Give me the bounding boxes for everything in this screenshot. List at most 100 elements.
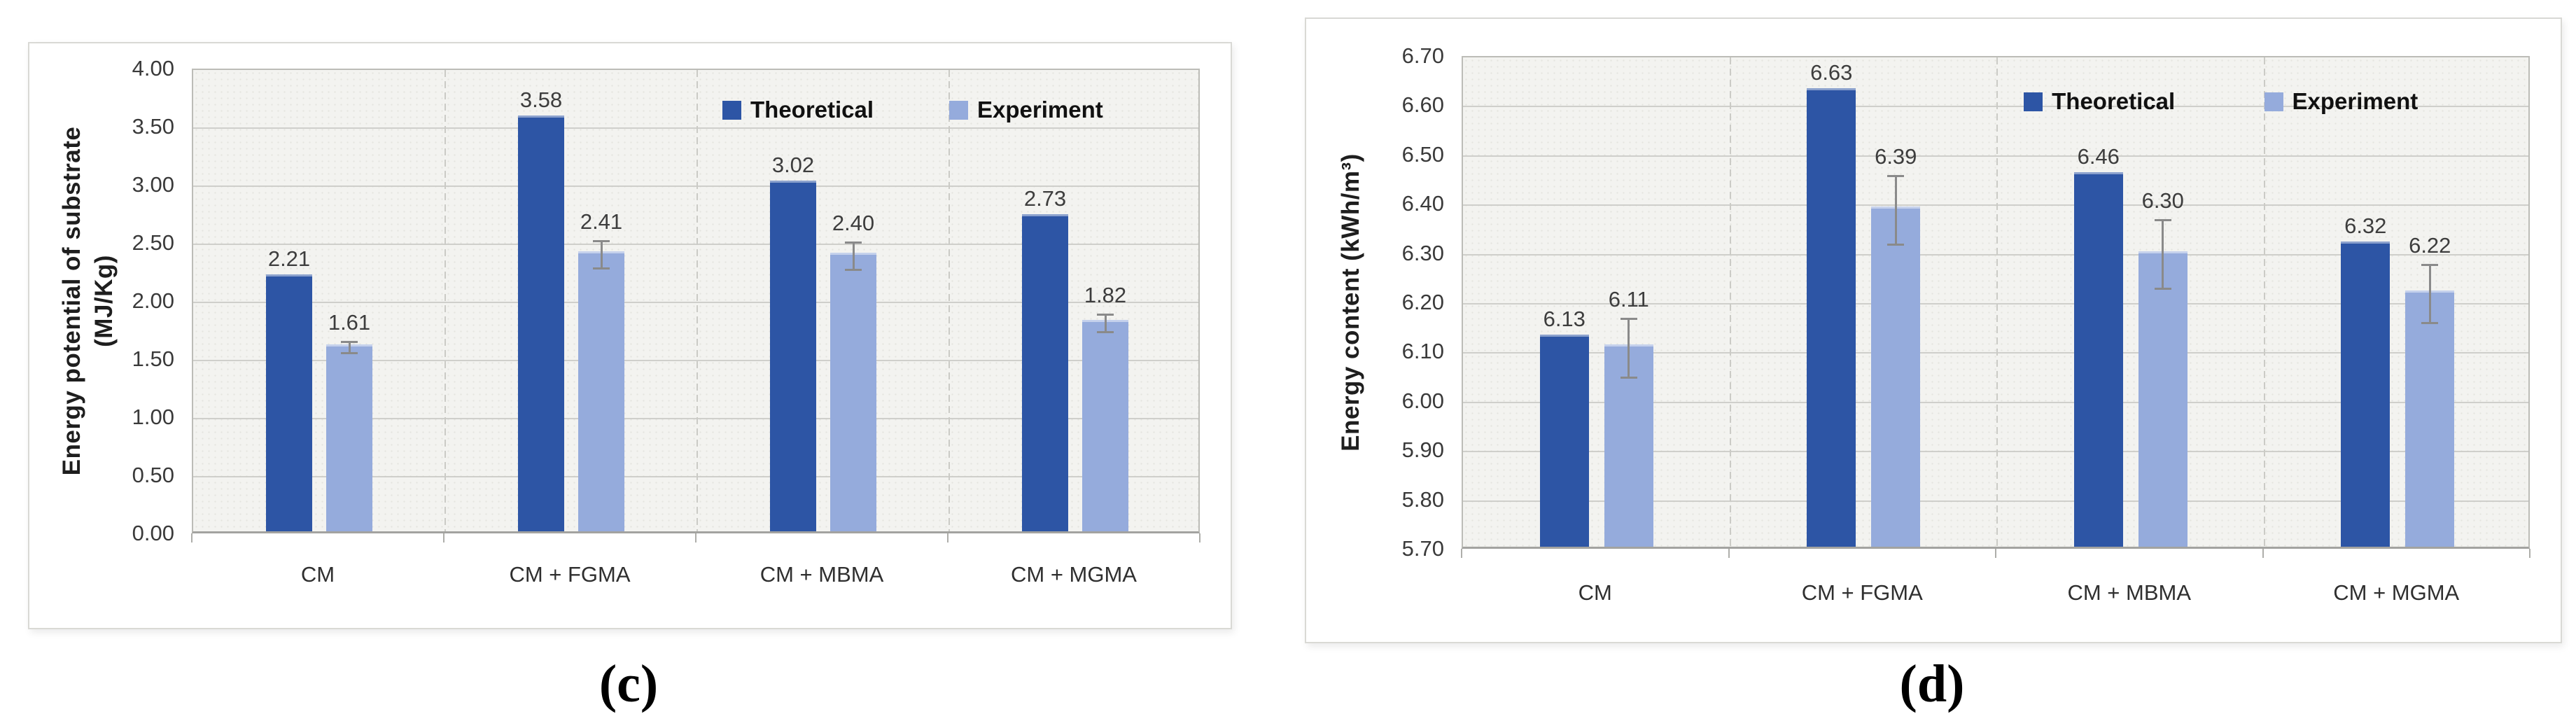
bar-theoretical-cm-mgma <box>2341 241 2390 547</box>
error-bar-cap-bottom <box>1097 331 1114 334</box>
y-tick-label: 3.00 <box>132 172 174 197</box>
legend-swatch-experiment <box>2264 92 2283 111</box>
gridline-horizontal <box>1463 451 2528 453</box>
error-bar-cap-top <box>2154 219 2171 222</box>
y-tick-label: 5.90 <box>1401 438 1444 463</box>
gridline-horizontal <box>193 418 1198 419</box>
gridline-horizontal <box>193 186 1198 187</box>
value-label: 2.73 <box>1023 186 1067 211</box>
y-tick-label: 6.30 <box>1401 240 1444 265</box>
error-bar-cap-top <box>845 241 862 244</box>
y-tick-label: 5.80 <box>1401 486 1444 512</box>
gridline-horizontal <box>193 127 1198 129</box>
x-axis-tick <box>695 533 696 542</box>
bar-experiment-cm-mbma <box>2138 251 2188 547</box>
gridline-horizontal <box>1463 155 2528 157</box>
y-tick-label: 1.50 <box>132 346 174 371</box>
bar-experiment-cm-mbma <box>830 252 876 531</box>
bar-theoretical-cm <box>266 274 312 531</box>
gridline-vertical <box>444 70 446 531</box>
x-category-label: CM + MGMA <box>2333 580 2460 605</box>
x-axis-tick <box>947 533 948 542</box>
error-bar-cap-bottom <box>2421 322 2439 325</box>
error-bar-cap-bottom <box>845 268 862 271</box>
y-tick-label: 6.20 <box>1401 290 1444 314</box>
value-label: 6.46 <box>2077 144 2120 169</box>
error-bar <box>600 241 603 269</box>
x-axis-tick <box>191 533 192 542</box>
x-axis-tick <box>1728 549 1730 558</box>
legend-swatch-experiment <box>949 100 968 120</box>
error-bar-cap-bottom <box>341 352 358 355</box>
bar-theoretical-cm-fgma <box>518 115 564 531</box>
x-category-label: CM + MBMA <box>760 562 884 587</box>
y-tick-label: 6.00 <box>1401 388 1444 413</box>
value-label: 6.39 <box>1875 144 1917 169</box>
bar-experiment-cm <box>326 344 372 531</box>
value-label: 2.41 <box>580 209 623 234</box>
value-label: 6.30 <box>2141 188 2184 214</box>
error-bar-cap-bottom <box>593 267 610 270</box>
gridline-vertical <box>2263 57 2265 547</box>
x-axis-tick <box>1995 549 1996 558</box>
error-bar <box>852 241 855 270</box>
error-bar-cap-top <box>1097 313 1114 316</box>
x-category-label: CM + MBMA <box>2067 580 2192 605</box>
y-tick-label: 0.50 <box>132 463 174 487</box>
bar-theoretical-cm <box>1539 335 1589 547</box>
bar-theoretical-cm-mbma <box>770 180 816 531</box>
legend-label-experiment: Experiment <box>2292 88 2418 114</box>
y-tick-label: 6.70 <box>1401 43 1444 68</box>
x-category-label: CM <box>1578 580 1612 605</box>
y-tick-label: 2.50 <box>132 230 174 255</box>
error-bar-cap-bottom <box>2154 287 2171 290</box>
error-bar-cap-top <box>593 240 610 243</box>
error-bar <box>348 342 351 354</box>
plot-area: 6.13 6.11 6.63 6.39 6.46 6.30 6.32 6.22 Theoreti… <box>1462 56 2530 549</box>
value-label: 1.82 <box>1084 282 1127 307</box>
bar-theoretical-cm-mbma <box>2073 172 2123 547</box>
error-bar <box>2428 264 2431 324</box>
gridline-horizontal <box>193 476 1198 477</box>
x-category-label: CM + MGMA <box>1011 562 1137 587</box>
legend-swatch-theoretical <box>2024 92 2043 111</box>
value-label: 1.61 <box>328 310 371 335</box>
error-bar-cap-bottom <box>1620 376 1637 379</box>
value-label: 6.11 <box>1608 287 1649 312</box>
figure-caption-c: (c) <box>598 654 659 713</box>
gridline-horizontal <box>193 302 1198 303</box>
gridline-vertical <box>696 70 698 531</box>
value-label: 6.22 <box>2409 232 2451 258</box>
legend-item-theoretical: Theoretical <box>722 97 874 123</box>
x-category-label: CM + FGMA <box>509 562 631 587</box>
y-tick-label: 6.10 <box>1401 339 1444 364</box>
y-tick-label: 6.40 <box>1401 191 1444 216</box>
error-bar <box>1894 175 1897 245</box>
bar-experiment-cm-fgma <box>1871 206 1921 547</box>
gridline-horizontal <box>1463 401 2528 403</box>
gridline-horizontal <box>1463 253 2528 255</box>
y-tick-label: 2.00 <box>132 288 174 313</box>
error-bar-cap-top <box>341 341 358 344</box>
x-axis-tick <box>2529 549 2530 558</box>
value-label: 2.21 <box>267 246 311 272</box>
value-label: 6.63 <box>1810 60 1853 85</box>
gridline-horizontal <box>1463 106 2528 108</box>
gridline-horizontal <box>1463 352 2528 354</box>
legend-item-experiment: Experiment <box>2264 88 2418 115</box>
value-label: 6.32 <box>2344 213 2387 238</box>
y-tick-label: 5.70 <box>1401 536 1444 561</box>
x-axis-tick <box>1199 533 1200 542</box>
gridline-horizontal <box>1463 204 2528 206</box>
error-bar-cap-top <box>2421 263 2439 266</box>
legend-label-theoretical: Theoretical <box>750 97 874 122</box>
error-bar-cap-top <box>1620 318 1637 321</box>
y-tick-label: 0.00 <box>132 521 174 545</box>
gridline-horizontal <box>193 360 1198 361</box>
y-tick-label: 6.60 <box>1401 92 1444 118</box>
error-bar <box>1104 314 1107 333</box>
bar-experiment-cm-fgma <box>578 251 624 531</box>
legend-label-experiment: Experiment <box>977 97 1103 122</box>
value-label: 3.02 <box>771 152 815 177</box>
x-category-label: CM <box>300 562 335 587</box>
